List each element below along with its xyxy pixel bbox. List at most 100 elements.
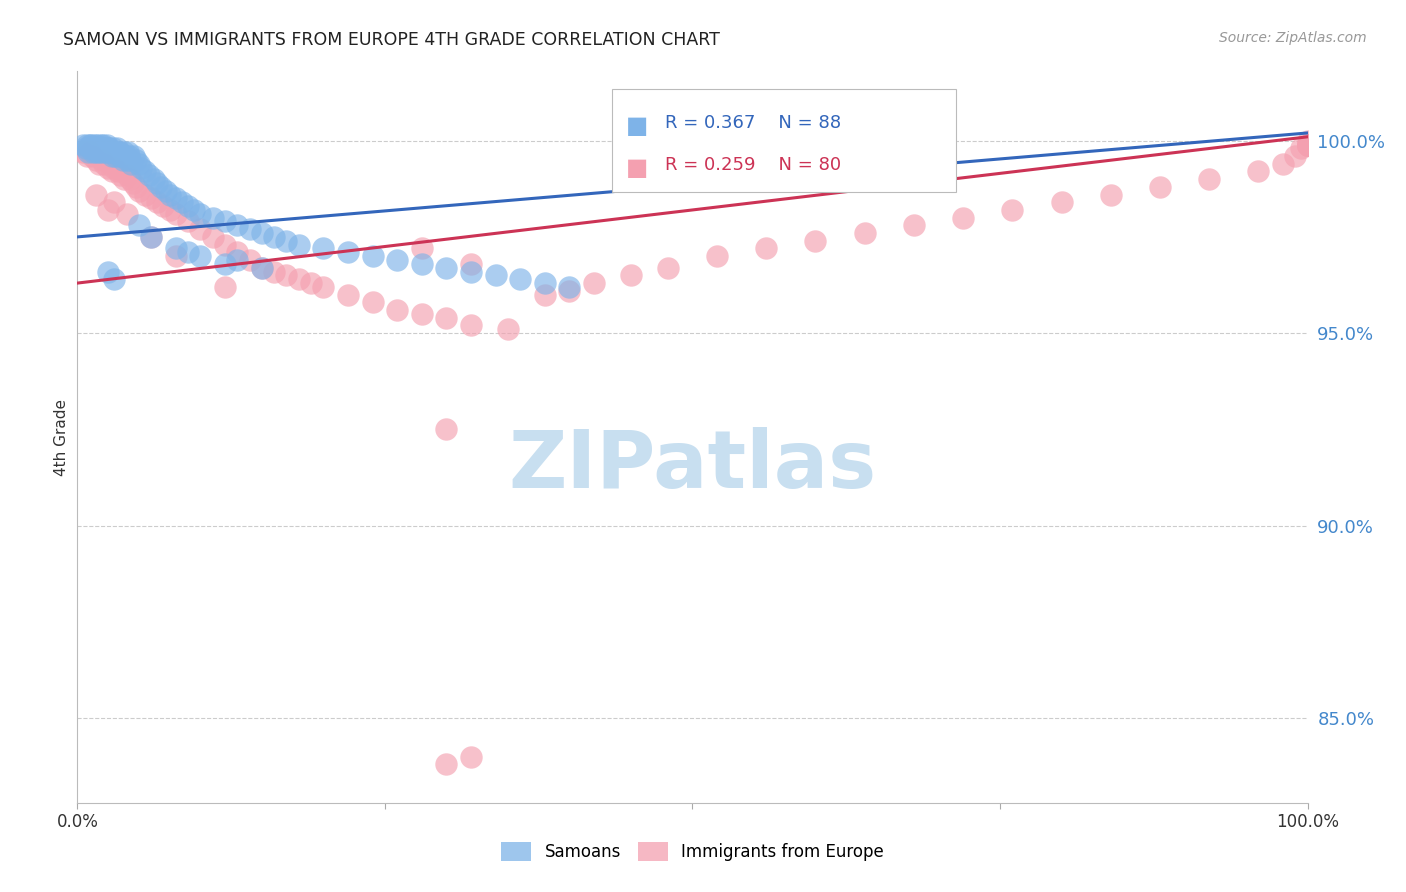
Point [82,141,104,155]
Point [97,264,120,278]
Text: SAMOAN VS IMMIGRANTS FROM EUROPE 4TH GRADE CORRELATION CHART: SAMOAN VS IMMIGRANTS FROM EUROPE 4TH GRA… [63,31,720,49]
Point [534,287,557,301]
Point [276,268,298,283]
Point [115,207,138,221]
Point [460,264,482,278]
Point [263,264,285,278]
Point [103,195,125,210]
Point [114,149,136,163]
Point [853,226,876,240]
Point [97,202,120,217]
Point [177,214,200,228]
Point [75,141,97,155]
Point [411,242,433,256]
Point [1272,157,1295,171]
Point [90,137,112,152]
Point [94,145,117,160]
Point [411,257,433,271]
Text: R = 0.367    N = 88: R = 0.367 N = 88 [665,114,841,132]
Point [110,169,132,183]
Point [188,207,212,221]
Point [125,179,148,194]
Point [214,237,236,252]
Point [117,145,139,160]
Point [1050,195,1073,210]
Point [188,249,212,263]
Point [112,145,135,160]
Point [107,145,129,160]
Point [460,749,482,764]
Point [152,199,174,213]
Point [1296,137,1319,152]
Point [385,252,409,267]
Point [111,153,134,167]
Point [177,245,200,260]
Point [150,179,173,194]
Point [90,145,114,160]
Point [105,141,128,155]
Point [903,219,925,233]
Point [76,137,98,152]
Point [1296,134,1319,148]
Point [97,141,120,155]
Point [165,207,187,221]
Point [101,149,124,163]
Point [299,276,322,290]
Point [250,226,273,240]
Point [79,145,101,160]
Point [91,137,114,152]
Text: ■: ■ [626,114,648,138]
Text: ■: ■ [626,156,648,180]
Point [115,153,138,167]
Point [411,307,433,321]
Point [496,322,519,336]
Text: Source: ZipAtlas.com: Source: ZipAtlas.com [1219,31,1367,45]
Point [101,164,124,178]
Point [1198,172,1220,186]
Point [115,169,138,183]
Point [755,242,778,256]
Point [146,176,169,190]
Point [188,222,212,236]
Point [87,141,110,155]
Point [436,260,458,275]
Point [93,157,115,171]
Point [201,230,224,244]
Point [1296,137,1319,152]
Point [90,153,114,167]
Point [1284,149,1306,163]
Point [159,187,181,202]
Point [103,161,125,175]
Point [583,276,606,290]
Point [485,268,508,283]
Point [89,157,111,171]
Point [104,149,127,163]
Point [76,149,98,163]
Point [288,237,311,252]
Point [118,149,141,163]
Point [1247,164,1270,178]
Point [558,284,581,298]
Point [1099,187,1122,202]
Point [1296,137,1319,152]
Text: R = 0.259    N = 80: R = 0.259 N = 80 [665,156,841,174]
Point [250,260,273,275]
Point [128,184,150,198]
Point [509,272,531,286]
Point [165,249,187,263]
Point [1149,179,1171,194]
Point [120,153,142,167]
Y-axis label: 4th Grade: 4th Grade [53,399,69,475]
Point [620,268,643,283]
Point [111,149,132,163]
Point [134,187,156,202]
Point [183,202,205,217]
Point [706,249,728,263]
Point [1291,141,1313,155]
Point [214,214,236,228]
Point [84,145,107,160]
Point [436,757,458,772]
Point [121,157,143,171]
Point [337,287,360,301]
Point [120,172,142,186]
